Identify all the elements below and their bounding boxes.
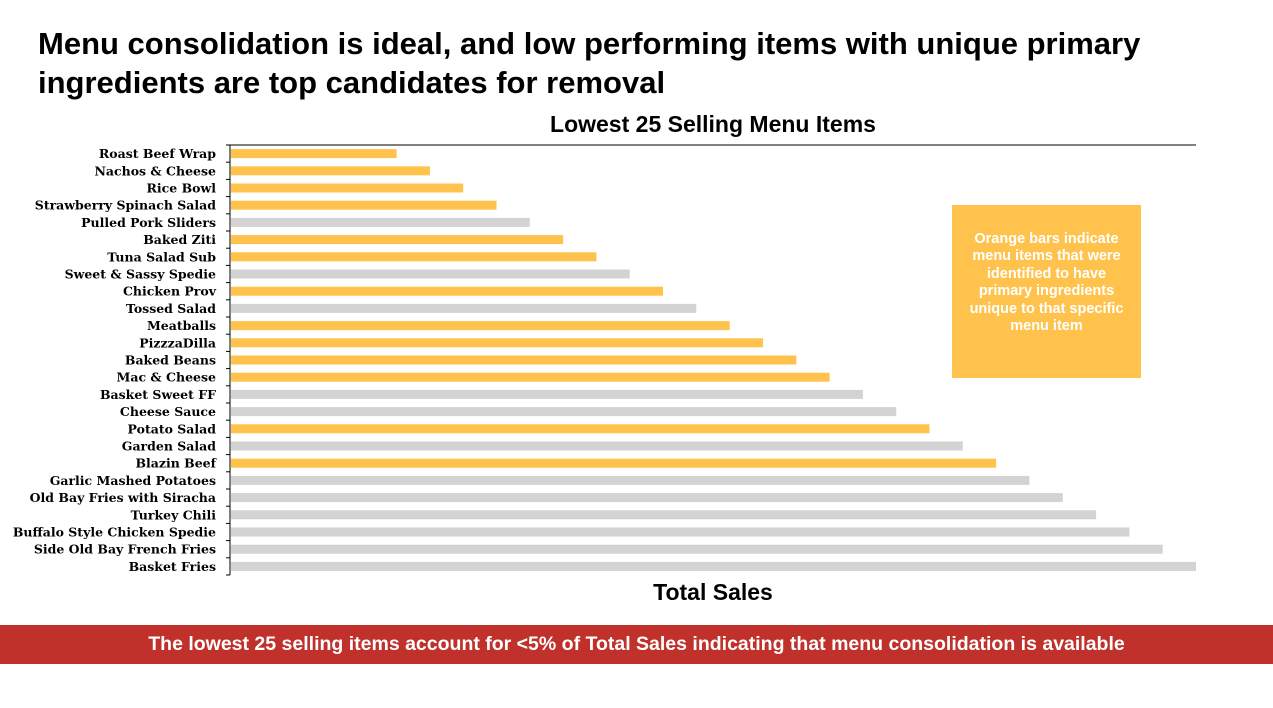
bar-mac-cheese [231, 372, 830, 382]
category-label: Basket Sweet FF [100, 387, 216, 402]
bar-basket-fries [231, 561, 1196, 571]
bar-garlic-mashed-potatoes [231, 475, 1030, 485]
category-label: Cheese Sauce [120, 404, 216, 419]
x-axis-label: Total Sales [653, 579, 773, 605]
category-label: Rice Bowl [147, 181, 217, 196]
bar-nachos-cheese [231, 166, 430, 176]
category-label: Nachos & Cheese [94, 163, 216, 178]
bar-tossed-salad [231, 303, 697, 313]
y-axis [226, 144, 231, 576]
bar-garden-salad [231, 441, 963, 451]
bar-tuna-salad-sub [231, 252, 597, 262]
category-label: Roast Beef Wrap [99, 146, 216, 161]
category-label: Baked Beans [125, 353, 216, 368]
bar-basket-sweet-ff [231, 389, 863, 399]
footer-text: The lowest 25 selling items account for … [148, 633, 1125, 655]
category-label: PizzzaDilla [139, 335, 216, 350]
category-labels: Roast Beef Wrap Nachos & Cheese Rice Bowl S… [13, 146, 218, 574]
category-label: Pulled Pork Sliders [81, 215, 216, 230]
slide-title: Menu consolidation is ideal, and low per… [38, 26, 1141, 100]
bar-pizzzadilla [231, 338, 763, 348]
category-label: Strawberry Spinach Salad [35, 198, 216, 213]
category-label: Garden Salad [122, 439, 216, 454]
bars-group [231, 149, 1196, 571]
category-label: Old Bay Fries with Siracha [30, 490, 216, 505]
bar-turkey-chili [231, 510, 1097, 520]
category-label: Mac & Cheese [117, 370, 217, 385]
bar-chicken-prov [231, 286, 663, 296]
footer-banner: The lowest 25 selling items account for … [0, 625, 1273, 664]
bar-pulled-pork-sliders [231, 217, 530, 227]
bar-sweet-sassy-spedie [231, 269, 630, 279]
bar-side-old-bay-french-fries [231, 544, 1163, 554]
bar-cheese-sauce [231, 407, 897, 417]
bar-rice-bowl [231, 183, 464, 193]
category-label: Blazin Beef [135, 456, 217, 471]
category-label: Basket Fries [129, 559, 216, 574]
category-label: Meatballs [147, 318, 216, 333]
bar-baked-ziti [231, 235, 564, 245]
bar-potato-salad [231, 424, 930, 434]
bar-buffalo-style-chicken-spedie [231, 527, 1130, 537]
category-label: Garlic Mashed Potatoes [50, 473, 216, 488]
category-label: Side Old Bay French Fries [34, 542, 216, 557]
chart-title: Lowest 25 Selling Menu Items [550, 111, 876, 137]
legend-note-box: Orange bars indicate menu items that wer… [952, 205, 1141, 378]
bar-roast-beef-wrap [231, 149, 397, 159]
category-label: Chicken Prov [123, 284, 217, 299]
bar-old-bay-fries-with-siracha [231, 493, 1063, 503]
category-label: Baked Ziti [143, 232, 216, 247]
category-label: Tuna Salad Sub [107, 249, 216, 264]
category-label: Tossed Salad [126, 301, 216, 316]
bar-baked-beans [231, 355, 797, 365]
category-label: Buffalo Style Chicken Spedie [13, 525, 216, 540]
bar-blazin-beef [231, 458, 997, 468]
category-label: Sweet & Sassy Spedie [65, 267, 216, 282]
category-label: Turkey Chili [131, 507, 217, 522]
bar-strawberry-spinach-salad [231, 200, 497, 210]
category-label: Potato Salad [128, 421, 217, 436]
bar-meatballs [231, 321, 730, 331]
